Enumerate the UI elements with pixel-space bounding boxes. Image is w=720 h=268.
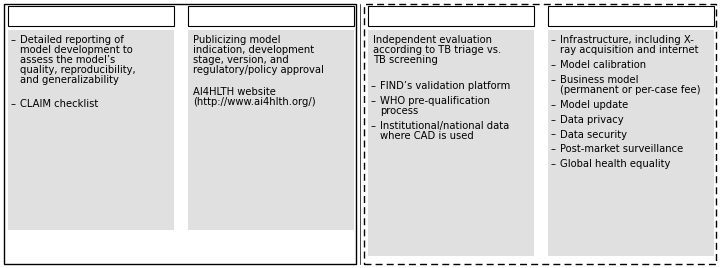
Text: and generalizability: and generalizability xyxy=(20,75,119,85)
Bar xyxy=(548,6,714,26)
Text: indication, development: indication, development xyxy=(193,45,314,55)
Bar xyxy=(188,30,354,230)
Text: where CAD is used: where CAD is used xyxy=(380,131,474,140)
Text: (permanent or per-case fee): (permanent or per-case fee) xyxy=(560,85,701,95)
Text: –: – xyxy=(11,35,16,45)
Text: assess the model’s: assess the model’s xyxy=(20,55,115,65)
Text: Business model: Business model xyxy=(560,75,639,85)
Text: –: – xyxy=(11,99,16,109)
Text: according to TB triage vs.: according to TB triage vs. xyxy=(373,45,501,55)
Text: –: – xyxy=(371,121,376,131)
Bar xyxy=(364,4,716,264)
Text: TB screening: TB screening xyxy=(373,55,438,65)
Text: CLAIM checklist: CLAIM checklist xyxy=(20,99,98,109)
Text: –: – xyxy=(371,96,376,106)
Text: Model development: Model development xyxy=(36,11,146,21)
Bar xyxy=(8,6,174,26)
Text: Post-market surveillance: Post-market surveillance xyxy=(560,144,683,154)
Text: –: – xyxy=(551,75,556,85)
Text: model development to: model development to xyxy=(20,45,132,55)
Bar xyxy=(188,6,354,26)
Text: Infrastructure, including X-: Infrastructure, including X- xyxy=(560,35,694,45)
Text: ray acquisition and internet: ray acquisition and internet xyxy=(560,45,698,55)
Text: Publicizing model: Publicizing model xyxy=(193,35,281,45)
Bar xyxy=(8,30,174,230)
Text: Model update: Model update xyxy=(560,100,629,110)
Text: Global health equality: Global health equality xyxy=(560,159,670,169)
Text: Data privacy: Data privacy xyxy=(560,115,624,125)
Text: –: – xyxy=(551,115,556,125)
Text: regulatory/policy approval: regulatory/policy approval xyxy=(193,65,324,75)
Text: Independent evaluation: Independent evaluation xyxy=(373,35,492,45)
Text: FIND’s validation platform: FIND’s validation platform xyxy=(380,81,510,91)
Text: quality, reproducibility,: quality, reproducibility, xyxy=(20,65,135,75)
Bar xyxy=(4,4,356,264)
Text: –: – xyxy=(551,159,556,169)
Bar xyxy=(548,30,714,256)
Text: –: – xyxy=(551,60,556,70)
Text: Data security: Data security xyxy=(560,129,627,140)
Text: Model validation: Model validation xyxy=(405,11,497,21)
Text: process: process xyxy=(380,106,418,116)
Text: –: – xyxy=(371,81,376,91)
Text: –: – xyxy=(551,35,556,45)
Text: Detailed reporting of: Detailed reporting of xyxy=(20,35,124,45)
Text: Model calibration: Model calibration xyxy=(560,60,646,70)
Text: Institutional/national data: Institutional/national data xyxy=(380,121,509,131)
Text: AI4HLTH website: AI4HLTH website xyxy=(193,87,276,97)
Text: WHO pre-qualification: WHO pre-qualification xyxy=(380,96,490,106)
Text: –: – xyxy=(551,129,556,140)
Text: –: – xyxy=(551,100,556,110)
Text: Model deployment: Model deployment xyxy=(579,11,683,21)
Text: Model posting: Model posting xyxy=(232,11,310,21)
Bar xyxy=(368,30,534,256)
Text: stage, version, and: stage, version, and xyxy=(193,55,289,65)
Text: (http://www.ai4hlth.org/): (http://www.ai4hlth.org/) xyxy=(193,97,315,107)
Bar xyxy=(368,6,534,26)
Text: –: – xyxy=(551,144,556,154)
